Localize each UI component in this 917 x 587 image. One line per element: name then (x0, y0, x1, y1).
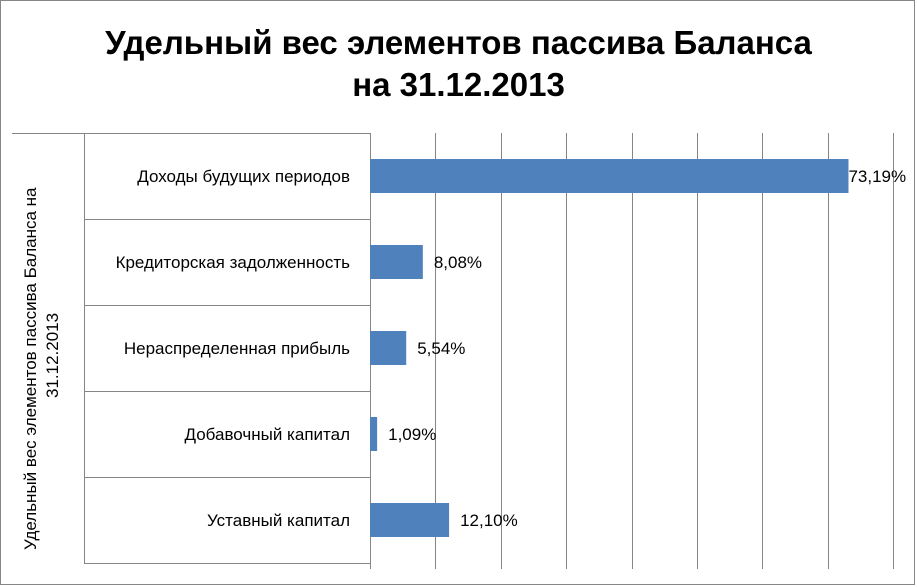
data-labels: 73,19% 8,08% 5,54% 1,09% 12,10% (388, 167, 906, 530)
y-axis-title-line-2: 31.12.2013 (43, 313, 62, 398)
bar (370, 417, 378, 451)
bar (370, 245, 423, 279)
bars (370, 159, 849, 537)
category-labels: Доходы будущих периодов Кредиторская задо… (116, 167, 351, 530)
bar (370, 331, 407, 365)
bar (370, 503, 450, 537)
chart-title-line-2: на 31.12.2013 (352, 66, 565, 103)
chart-title: Удельный вес элементов пассива Баланса н… (0, 22, 917, 106)
data-label: 5,54% (417, 339, 465, 358)
data-label: 8,08% (434, 253, 482, 272)
gridlines (370, 133, 894, 569)
category-label: Кредиторская задолженность (116, 253, 351, 272)
chart-title-line-1: Удельный вес элементов пассива Баланса (105, 24, 812, 61)
data-label: 12,10% (460, 511, 518, 530)
category-label: Уставный капитал (207, 511, 350, 530)
data-label: 1,09% (388, 425, 436, 444)
data-label: 73,19% (848, 167, 906, 186)
bar (370, 159, 849, 193)
category-label: Доходы будущих периодов (137, 167, 350, 186)
category-axis-box (12, 133, 370, 564)
category-label: Нераспределенная прибыль (124, 339, 350, 358)
category-label: Добавочный капитал (184, 425, 350, 444)
y-axis-title-line-1: Удельный вес элементов пассива Баланса н… (21, 187, 40, 550)
